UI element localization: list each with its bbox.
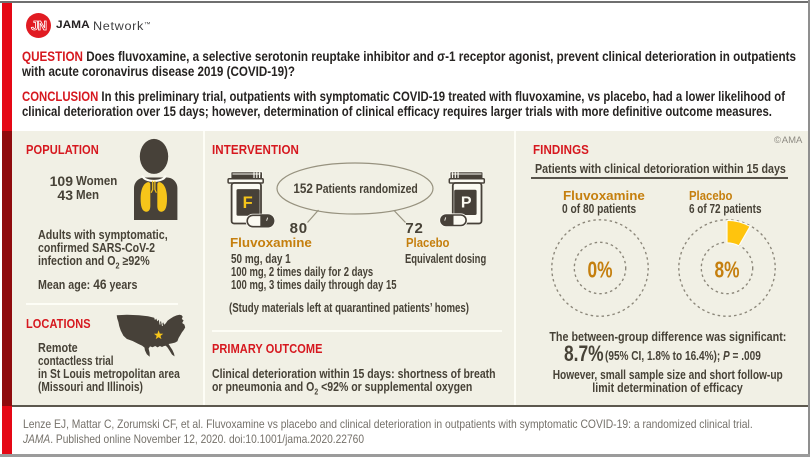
svg-text:P: P <box>461 194 472 211</box>
svg-text:JN: JN <box>31 18 46 33</box>
svg-text:8%: 8% <box>715 256 740 282</box>
svg-text:F: F <box>243 194 253 212</box>
svg-text:0%: 0% <box>588 256 613 282</box>
